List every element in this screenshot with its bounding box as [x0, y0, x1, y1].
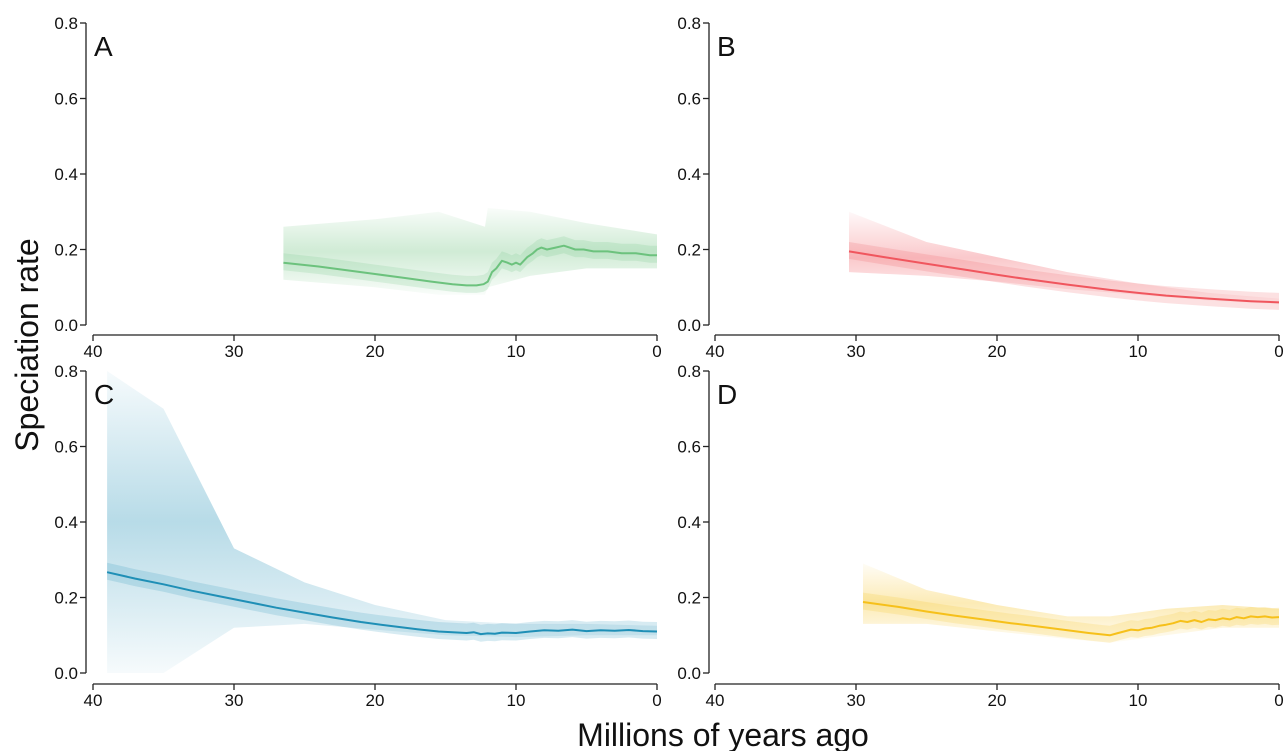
y-tick-label-b: 0.6: [677, 90, 701, 109]
y-tick-label-a: 0.0: [54, 316, 78, 335]
x-tick-label-c: 0: [652, 691, 661, 710]
y-tick-label-b: 0.4: [677, 165, 701, 184]
inner-band-c: [107, 562, 658, 642]
mean-rate-line-b: [848, 250, 1280, 304]
x-tick-label-a: 30: [225, 342, 244, 361]
y-tick-label-c: 0.0: [54, 664, 78, 683]
panel-letter-b: B: [717, 31, 736, 62]
panel-b: 0.0 0.2 0.4 0.6 0.8 40 30 20 10 0 B: [677, 14, 1283, 361]
y-axis-title: Speciation rate: [9, 238, 45, 451]
credible-band-c: [107, 371, 658, 673]
x-tick-label-b: 30: [847, 342, 866, 361]
x-tick-label-c: 10: [507, 691, 526, 710]
y-tick-label-d: 0.6: [677, 438, 701, 457]
x-tick-label-d: 30: [847, 691, 866, 710]
y-tick-label-a: 0.2: [54, 241, 78, 260]
credible-band-a: [283, 208, 657, 295]
inner-band-a: [283, 236, 657, 293]
x-tick-label-d: 10: [1129, 691, 1148, 710]
x-tick-label-b: 40: [706, 342, 725, 361]
panel-letter-c: C: [94, 379, 114, 410]
x-tick-label-b: 20: [988, 342, 1007, 361]
y-tick-label-d: 0.0: [677, 664, 701, 683]
y-tick-label-a: 0.6: [54, 90, 78, 109]
mean-rate-line-d: [862, 601, 1280, 637]
panel-c: 0.0 0.2 0.4 0.6 0.8 40 30 20 10 0 C: [54, 362, 661, 710]
panel-a: 0.0 0.2 0.4 0.6 0.8 40 30 20 10 0 A: [54, 14, 661, 361]
y-tick-label-d: 0.8: [677, 362, 701, 381]
y-tick-label-b: 0.0: [677, 316, 701, 335]
y-tick-label-b: 0.2: [677, 241, 701, 260]
x-tick-label-d: 20: [988, 691, 1007, 710]
y-tick-label-a: 0.8: [54, 14, 78, 33]
y-tick-label-c: 0.6: [54, 438, 78, 457]
x-tick-label-d: 0: [1274, 691, 1283, 710]
panel-letter-d: D: [717, 379, 737, 410]
x-tick-label-c: 30: [225, 691, 244, 710]
y-tick-label-c: 0.4: [54, 513, 78, 532]
inner-band-b: [849, 242, 1279, 310]
credible-band-b: [849, 211, 1279, 305]
x-tick-label-b: 0: [1274, 342, 1283, 361]
mean-rate-line-c: [106, 571, 658, 636]
y-tick-label-c: 0.2: [54, 589, 78, 608]
x-tick-label-a: 10: [507, 342, 526, 361]
x-tick-label-c: 20: [366, 691, 385, 710]
x-tick-label-b: 10: [1129, 342, 1148, 361]
y-tick-label-d: 0.2: [677, 589, 701, 608]
x-tick-label-a: 20: [366, 342, 385, 361]
panel-d: 0.0 0.2 0.4 0.6 0.8 40 30 20 10 0 D: [677, 362, 1283, 710]
x-tick-label-c: 40: [84, 691, 103, 710]
y-tick-label-b: 0.8: [677, 14, 701, 33]
x-tick-label-a: 40: [84, 342, 103, 361]
x-tick-label-d: 40: [706, 691, 725, 710]
x-axis-title: Millions of years ago: [577, 717, 869, 751]
panel-letter-a: A: [94, 31, 113, 62]
y-tick-label-d: 0.4: [677, 513, 701, 532]
inner-band-d: [863, 592, 1279, 643]
y-tick-label-c: 0.8: [54, 362, 78, 381]
x-tick-label-a: 0: [652, 342, 661, 361]
mean-rate-line-a: [283, 244, 657, 287]
y-tick-label-a: 0.4: [54, 165, 78, 184]
